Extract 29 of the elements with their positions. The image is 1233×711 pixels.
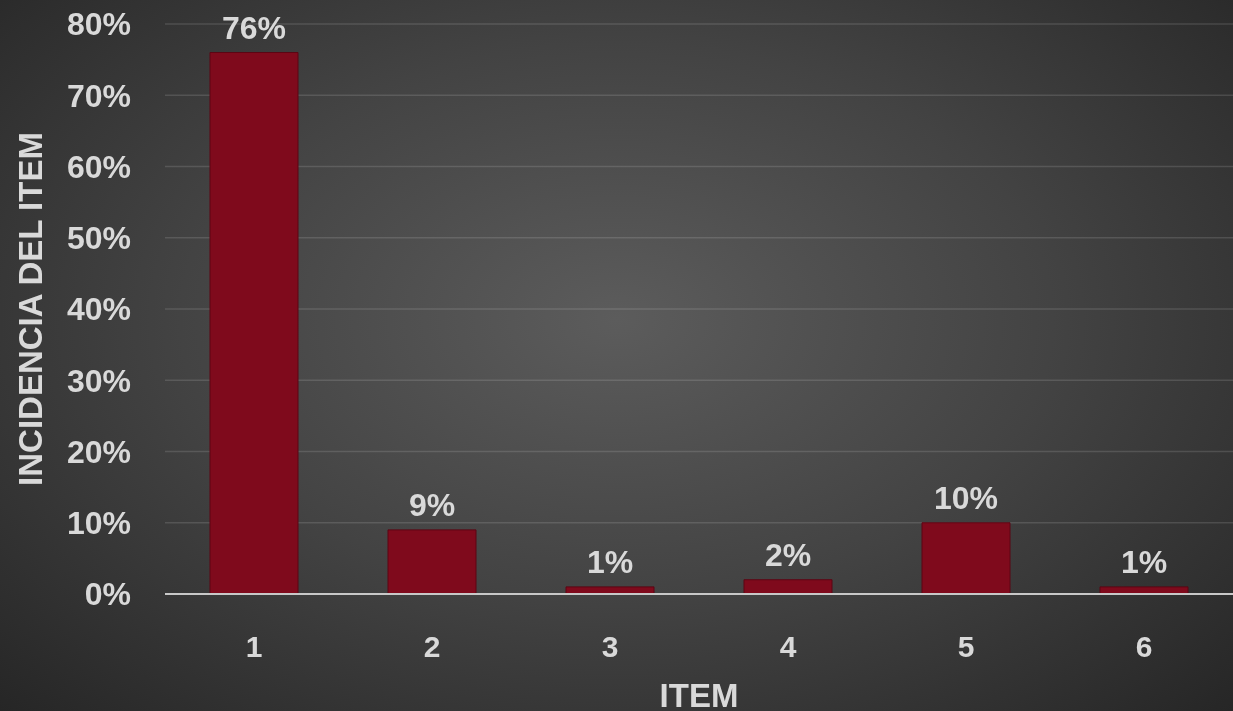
data-label: 9% [408, 486, 456, 523]
y-tick-label: 40% [66, 291, 131, 328]
y-tick-label: 30% [66, 362, 131, 399]
y-tick-label: 80% [66, 6, 131, 43]
data-label: 1% [586, 543, 634, 580]
x-axis-title: ITEM [659, 677, 739, 711]
bar [565, 586, 655, 594]
bar [1099, 586, 1189, 594]
y-tick-label: 0% [84, 576, 131, 613]
bar [743, 579, 833, 594]
data-label: 10% [933, 479, 999, 516]
y-tick-label: 50% [66, 220, 131, 257]
x-tick-label: 3 [601, 630, 619, 664]
x-tick-label: 1 [245, 630, 263, 664]
x-tick-label: 6 [1135, 630, 1153, 664]
y-tick-label: 10% [66, 505, 131, 542]
y-tick-label: 20% [66, 433, 131, 470]
data-label: 1% [1120, 543, 1168, 580]
x-tick-label: 4 [779, 630, 797, 664]
y-axis-title: INCIDENCIA DEL ITEM [12, 132, 49, 486]
y-tick-label: 60% [66, 148, 131, 185]
data-label: 76% [221, 9, 287, 46]
bar [921, 522, 1011, 594]
x-tick-label: 2 [423, 630, 441, 664]
y-tick-label: 70% [66, 77, 131, 114]
x-tick-label: 5 [957, 630, 975, 664]
data-label: 2% [764, 536, 812, 573]
bar [209, 52, 299, 594]
bar [387, 529, 477, 594]
